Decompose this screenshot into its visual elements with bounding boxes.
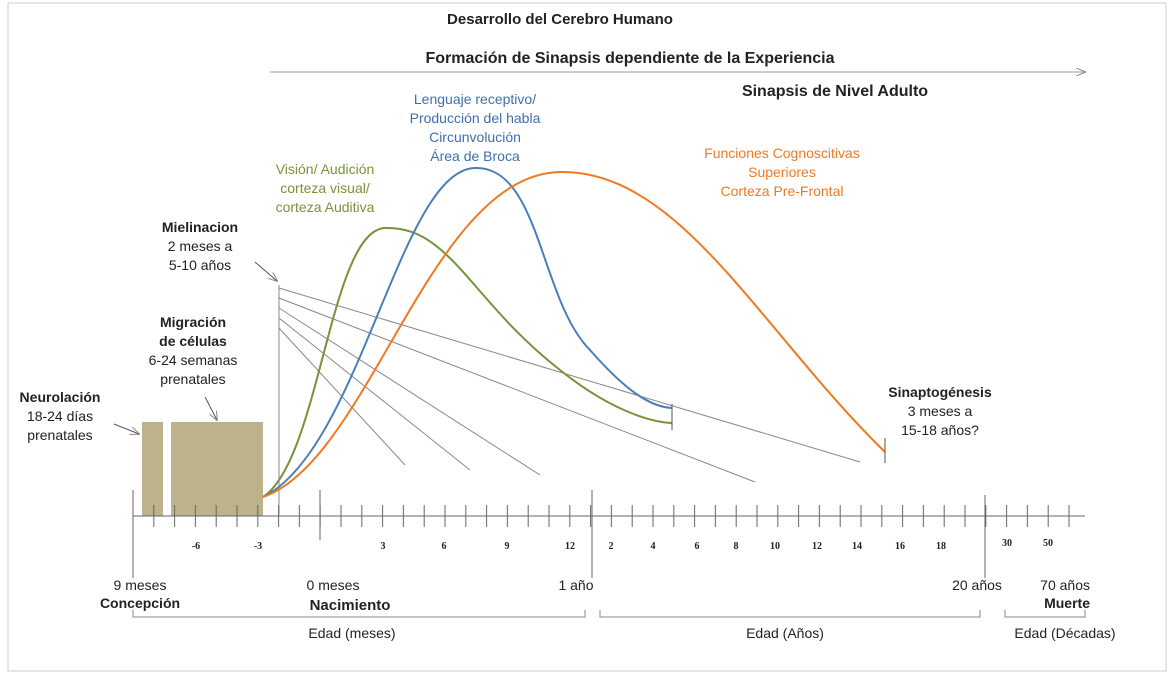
tick-label: 4 bbox=[651, 541, 656, 552]
label-title: Sinaptogénesis bbox=[888, 384, 992, 400]
fan-line bbox=[278, 297, 756, 483]
label-line: Corteza Pre-Frontal bbox=[721, 183, 844, 199]
vision-label: Visión/ Audición corteza visual/ corteza… bbox=[276, 161, 375, 215]
tick-label: 16 bbox=[895, 541, 905, 552]
marker-label: 9 meses bbox=[114, 577, 167, 593]
label-line: corteza Auditiva bbox=[276, 199, 375, 215]
pointer bbox=[204, 396, 217, 420]
synaptogenesis-label: Sinaptogénesis 3 meses a 15-18 años? bbox=[888, 384, 992, 438]
pointer bbox=[113, 423, 139, 434]
label-line: 2 meses a bbox=[168, 238, 233, 254]
marker-label: 70 años bbox=[1040, 577, 1090, 593]
marker-label: 1 año bbox=[558, 577, 593, 593]
migration-label: Migración de células 6-24 semanas prenat… bbox=[149, 314, 238, 387]
label-line: 6-24 semanas bbox=[149, 352, 238, 368]
tick-label: 3 bbox=[381, 541, 386, 552]
myelination-label: Mielinacion 2 meses a 5-10 años bbox=[162, 219, 238, 273]
tick-label: 6 bbox=[442, 541, 447, 552]
range-label: Edad (Años) bbox=[746, 625, 824, 641]
label-line: Producción del habla bbox=[410, 110, 541, 126]
marker-event: Muerte bbox=[1044, 595, 1090, 611]
cognitive-curve bbox=[262, 170, 886, 498]
time-axis bbox=[132, 490, 1085, 578]
neurulation-box bbox=[142, 422, 163, 516]
range-label: Edad (meses) bbox=[308, 625, 395, 641]
label-line: prenatales bbox=[160, 371, 225, 387]
label-title: de células bbox=[159, 333, 227, 349]
tick-label: 12 bbox=[812, 541, 822, 552]
pointer bbox=[254, 261, 277, 281]
label-line: Superiores bbox=[748, 164, 816, 180]
label-line: 5-10 años bbox=[169, 257, 231, 273]
bracket bbox=[132, 610, 586, 618]
vision-curve bbox=[262, 226, 673, 498]
language-label: Lenguaje receptivo/ Producción del habla… bbox=[410, 91, 541, 164]
frame bbox=[7, 2, 1167, 672]
range-brackets bbox=[132, 610, 1086, 618]
label-line: Funciones Cognoscitivas bbox=[704, 145, 860, 161]
tick-label: 18 bbox=[936, 541, 946, 552]
tick-label: 9 bbox=[505, 541, 510, 552]
tick-label: 12 bbox=[565, 541, 575, 552]
label-title: Migración bbox=[160, 314, 226, 330]
marker-label: 0 meses bbox=[307, 577, 360, 593]
label-line: 15-18 años? bbox=[901, 422, 979, 438]
label-line: Circunvolución bbox=[429, 129, 521, 145]
tick-label: 6 bbox=[695, 541, 700, 552]
language-curve bbox=[262, 166, 673, 498]
tick-label: -6 bbox=[192, 541, 200, 552]
bracket bbox=[1004, 610, 1086, 618]
label-line: 18-24 días bbox=[27, 408, 93, 424]
label-line: Visión/ Audición bbox=[276, 161, 375, 177]
label-line: corteza visual/ bbox=[280, 180, 370, 196]
tick-label: 50 bbox=[1043, 538, 1053, 549]
fan-line bbox=[278, 287, 861, 463]
label-line: prenatales bbox=[27, 427, 92, 443]
range-label: Edad (Décadas) bbox=[1014, 625, 1115, 641]
label-title: Mielinacion bbox=[162, 219, 238, 235]
tick-label: 8 bbox=[734, 541, 739, 552]
tick-label: 14 bbox=[852, 541, 862, 552]
bracket bbox=[599, 610, 981, 618]
migration-box bbox=[171, 422, 263, 516]
fan-line bbox=[278, 307, 541, 476]
fan-line bbox=[278, 317, 471, 471]
tick-label: 10 bbox=[770, 541, 780, 552]
marker-label: 20 años bbox=[952, 577, 1002, 593]
marker-event: Nacimiento bbox=[310, 597, 391, 614]
cognitive-label: Funciones Cognoscitivas Superiores Corte… bbox=[704, 145, 860, 199]
subtitle: Formación de Sinapsis dependiente de la … bbox=[425, 50, 834, 67]
title: Desarrollo del Cerebro Humano bbox=[447, 11, 673, 28]
marker-event: Concepción bbox=[100, 595, 180, 611]
tick-label: 2 bbox=[609, 541, 614, 552]
tick-label: -3 bbox=[254, 541, 262, 552]
neurulation-label: Neurolación 18-24 días prenatales bbox=[20, 389, 101, 443]
label-line: 3 meses a bbox=[908, 403, 973, 419]
tick-label: 30 bbox=[1002, 538, 1012, 549]
label-line: Área de Broca bbox=[430, 148, 520, 164]
pointers bbox=[113, 261, 277, 434]
adult-level: Sinapsis de Nivel Adulto bbox=[742, 83, 928, 100]
label-title: Neurolación bbox=[20, 389, 101, 405]
label-line: Lenguaje receptivo/ bbox=[414, 91, 536, 107]
